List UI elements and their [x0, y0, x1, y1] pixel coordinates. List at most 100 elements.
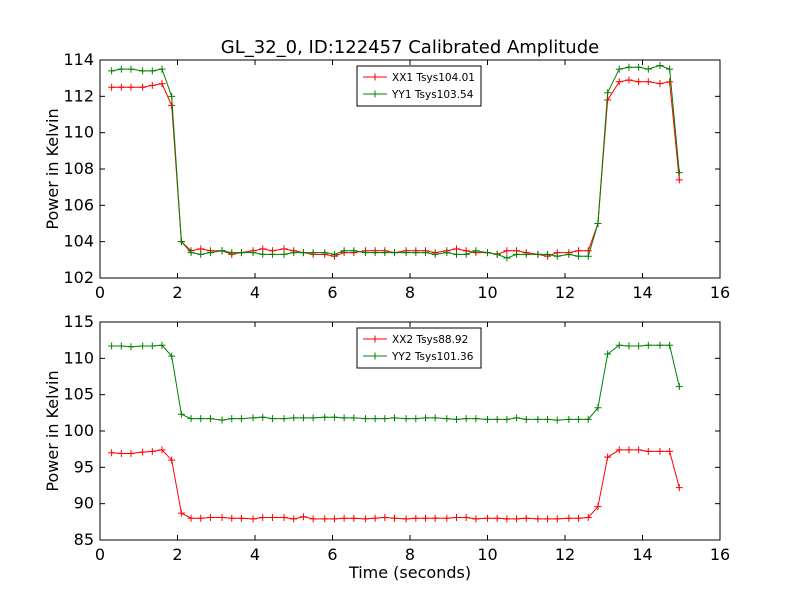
chart-1-series-2-point-23 — [340, 247, 348, 255]
chart-1-ytick-label-3: 108 — [63, 159, 94, 178]
chart-2-xtick-label-1: 2 — [172, 545, 182, 564]
chart-1-series-2-point-21 — [321, 249, 329, 257]
chart-2-series-2-point-34 — [453, 415, 460, 423]
chart-2-ytick-label-2: 95 — [74, 457, 94, 476]
chart-1: 0 2 4 6 8 10 12 14 16 102 104 106 108 110 112 114 Power … — [43, 50, 730, 302]
chart-1-series-2-point-13 — [237, 249, 245, 257]
chart-1-series-2-point-22 — [330, 250, 338, 258]
chart-1-series-1-point-1 — [117, 83, 125, 91]
chart-2-series-2-point-30 — [412, 415, 420, 423]
chart-1-series-2-point-20 — [309, 249, 317, 257]
chart-2-series-1-point-5 — [158, 446, 166, 454]
chart-2-ytick-label-6: 115 — [63, 312, 94, 331]
chart-2: 0 2 4 6 8 10 12 14 16 85 90 95 100 105 110 115 Power in … — [43, 312, 730, 582]
chart-1-series-2-point-48 — [594, 220, 602, 227]
chart-2-series-1-point-54 — [656, 447, 664, 455]
chart-1-series-2-point-39 — [503, 254, 511, 262]
chart-2-series-1-point-46 — [575, 514, 583, 522]
chart-2-legend-marker-1 — [371, 335, 379, 343]
chart-2-series-1-point-6 — [168, 456, 176, 464]
chart-2-series-1-point-24 — [350, 514, 358, 522]
chart-1-series-2-point-30 — [412, 249, 420, 257]
chart-1-series-2-point-54 — [656, 61, 664, 69]
chart-1-series-2-point-18 — [290, 249, 298, 257]
chart-1-xtick-label-1: 2 — [172, 283, 182, 302]
chart-2-series-2-point-21 — [321, 413, 329, 421]
chart-2-series-1-point-25 — [361, 515, 369, 523]
chart-1-series-2-point-9 — [197, 250, 205, 258]
chart-2-series-2-point-36 — [472, 415, 480, 423]
chart-1-ytick-label-6: 114 — [63, 50, 94, 69]
chart-2-series-2-point-18 — [290, 414, 298, 422]
chart-1-series-2-point-31 — [422, 249, 429, 257]
chart-2-series-1-point-35 — [462, 513, 470, 521]
chart-2-series-1-point-10 — [206, 513, 214, 521]
chart-2-series-1-point-1 — [117, 450, 125, 458]
chart-1-series-2-point-7 — [177, 238, 185, 246]
chart-2-xtick-label-8: 16 — [710, 545, 730, 564]
chart-1-series-2-point-1 — [117, 65, 125, 73]
chart-2-series-2-point-42 — [534, 415, 542, 423]
chart-1-series-1-point-53 — [644, 78, 652, 86]
chart-1-xtick-label-0: 0 — [95, 283, 105, 302]
chart-2-series-1-point-15 — [259, 513, 267, 521]
chart-2-series-1-point-37 — [484, 514, 491, 522]
chart-2-series-2-point-14 — [249, 414, 257, 422]
chart-2-series-1-point-53 — [644, 447, 652, 455]
chart-1-series-2-point-24 — [350, 247, 358, 255]
chart-2-series-2-point-48 — [594, 404, 602, 412]
chart-1-series-2-point-10 — [206, 249, 214, 257]
chart-1-series-2-point-52 — [635, 63, 643, 71]
chart-2-series-2-point-2 — [127, 343, 135, 351]
chart-1-series-2-point-17 — [280, 250, 288, 258]
chart-2-series-2-point-10 — [206, 415, 214, 423]
chart-2-series-1-point-17 — [280, 513, 288, 521]
chart-2-series-1-point-19 — [299, 513, 307, 521]
chart-1-legend: XX1 Tsys104.01 YY1 Tsys103.54 — [356, 65, 482, 107]
chart-1-xtick-label-6: 12 — [555, 283, 575, 302]
chart-2-series-2-point-44 — [553, 416, 561, 424]
chart-1-xtick-label-3: 6 — [327, 283, 337, 302]
chart-2-series-2-point-50 — [615, 341, 623, 349]
chart-1-series-2-point-12 — [228, 249, 236, 257]
chart-2-series-1-point-13 — [237, 514, 245, 522]
chart-1-series-1-point-54 — [656, 80, 664, 88]
chart-2-series-1-point-18 — [290, 515, 298, 523]
chart-2-xtick-label-6: 12 — [555, 545, 575, 564]
chart-1-series-1-point-0 — [108, 83, 116, 91]
chart-1-series-2-point-35 — [462, 250, 470, 258]
chart-1-series-2-point-56 — [675, 169, 683, 177]
figure-title: GL_32_0, ID:122457 Calibrated Amplitude — [221, 37, 599, 58]
chart-2-xtick-label-7: 14 — [632, 545, 652, 564]
chart-1-series-2-point-28 — [391, 249, 398, 257]
chart-1-ytick-label-4: 110 — [63, 123, 94, 142]
chart-2-ytick-label-0: 85 — [74, 530, 94, 549]
chart-2-series-1-point-27 — [381, 513, 389, 521]
chart-2-series-1-point-0 — [108, 449, 116, 457]
chart-2-series-2-point-24 — [350, 414, 358, 422]
chart-2-series-1-point-34 — [453, 513, 460, 521]
chart-2-series-1-point-41 — [522, 514, 530, 522]
chart-2-ytick-label-3: 100 — [63, 421, 94, 440]
chart-1-series-1-point-55 — [666, 78, 674, 86]
chart-2-series-2-point-40 — [513, 414, 521, 422]
chart-1-series-1-point-51 — [625, 76, 633, 84]
chart-2-series-2-point-35 — [462, 415, 470, 423]
chart-2-series-2-point-37 — [484, 415, 491, 423]
chart-1-series-2-point-50 — [615, 65, 623, 73]
chart-1-series-2-point-44 — [553, 252, 561, 260]
chart-2-series-2-point-15 — [259, 413, 267, 421]
chart-1-series-2-point-53 — [644, 65, 652, 73]
chart-2-series-1-point-21 — [321, 515, 329, 523]
chart-1-series-2-point-4 — [148, 67, 156, 75]
chart-2-series-1-point-50 — [615, 446, 623, 454]
chart-2-axes-frame — [99, 321, 721, 541]
chart-1-xtick-label-8: 16 — [710, 283, 730, 302]
chart-1-series-2-point-16 — [268, 250, 276, 258]
chart-2-series-2-point-11 — [218, 416, 226, 424]
chart-2-series-1-point-38 — [493, 514, 501, 522]
chart-1-series-2-point-14 — [249, 249, 257, 257]
chart-1-series-1-point-2 — [127, 83, 135, 91]
chart-1-series-2-point-15 — [259, 250, 267, 258]
chart-2-series-1-point-3 — [139, 448, 147, 456]
